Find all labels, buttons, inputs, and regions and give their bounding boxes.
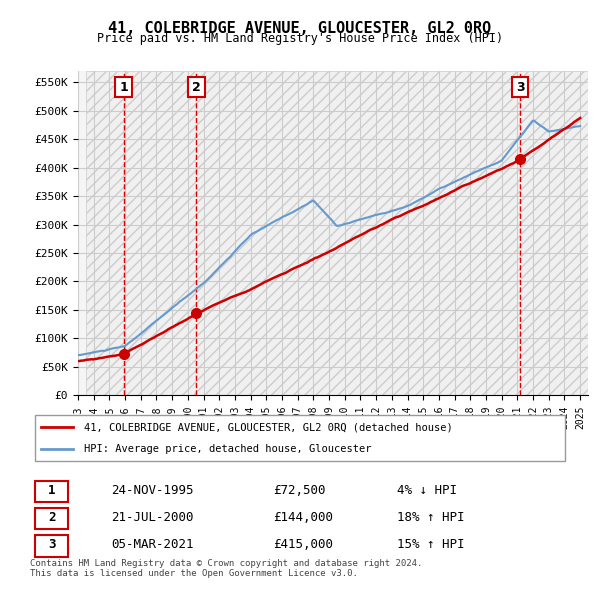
Text: HPI: Average price, detached house, Gloucester: HPI: Average price, detached house, Glou… xyxy=(84,444,371,454)
Text: 2: 2 xyxy=(192,80,201,94)
Text: £144,000: £144,000 xyxy=(273,511,333,525)
FancyBboxPatch shape xyxy=(35,535,68,557)
Text: 41, COLEBRIDGE AVENUE, GLOUCESTER, GL2 0RQ (detached house): 41, COLEBRIDGE AVENUE, GLOUCESTER, GL2 0… xyxy=(84,422,453,432)
Text: 05-MAR-2021: 05-MAR-2021 xyxy=(111,539,193,552)
Text: 4% ↓ HPI: 4% ↓ HPI xyxy=(397,484,457,497)
Text: 1: 1 xyxy=(119,80,128,94)
FancyBboxPatch shape xyxy=(35,508,68,529)
Text: 24-NOV-1995: 24-NOV-1995 xyxy=(111,484,193,497)
Text: 21-JUL-2000: 21-JUL-2000 xyxy=(111,511,193,525)
Text: 3: 3 xyxy=(48,539,55,552)
FancyBboxPatch shape xyxy=(35,415,565,461)
Text: 1: 1 xyxy=(48,484,55,497)
Text: 15% ↑ HPI: 15% ↑ HPI xyxy=(397,539,465,552)
Text: 2: 2 xyxy=(48,511,55,525)
Text: 3: 3 xyxy=(516,80,524,94)
Text: Price paid vs. HM Land Registry's House Price Index (HPI): Price paid vs. HM Land Registry's House … xyxy=(97,32,503,45)
Text: Contains HM Land Registry data © Crown copyright and database right 2024.
This d: Contains HM Land Registry data © Crown c… xyxy=(30,559,422,578)
Text: £415,000: £415,000 xyxy=(273,539,333,552)
Text: 18% ↑ HPI: 18% ↑ HPI xyxy=(397,511,465,525)
Text: £72,500: £72,500 xyxy=(273,484,325,497)
FancyBboxPatch shape xyxy=(35,481,68,502)
Text: 41, COLEBRIDGE AVENUE, GLOUCESTER, GL2 0RQ: 41, COLEBRIDGE AVENUE, GLOUCESTER, GL2 0… xyxy=(109,21,491,35)
